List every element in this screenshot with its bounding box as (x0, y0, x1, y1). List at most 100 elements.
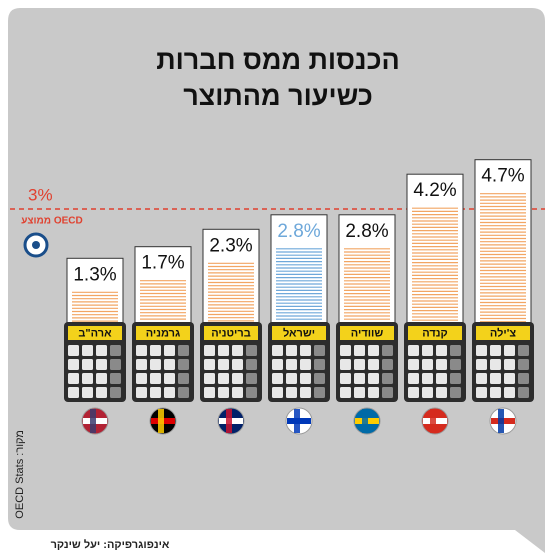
calculator-key (314, 387, 325, 398)
calculator-key (518, 373, 529, 384)
chart-title: הכנסות ממס חברות (156, 45, 400, 75)
calculator-key (436, 359, 447, 370)
calculator-key (382, 387, 393, 398)
calculator-key (422, 373, 433, 384)
calculator-key (300, 387, 311, 398)
calculator-key (110, 345, 121, 356)
calculator-key (368, 387, 379, 398)
calculator-key (232, 387, 243, 398)
calculator-key (354, 387, 365, 398)
calculator-key (232, 359, 243, 370)
calculator-key (110, 359, 121, 370)
oecd-logo-dot (32, 241, 40, 249)
calculator-key (82, 387, 93, 398)
value-label: 2.8% (277, 221, 320, 242)
calculator-display (68, 326, 122, 340)
calculator-key (450, 345, 461, 356)
calculator-key (68, 373, 79, 384)
flag-stripe (362, 409, 368, 433)
calculator-key (504, 359, 515, 370)
receipt (202, 228, 260, 327)
calculator-key (218, 345, 229, 356)
calculator-key (340, 359, 351, 370)
calculator-key (286, 373, 297, 384)
calculator-key (408, 387, 419, 398)
calculator-key (450, 373, 461, 384)
calculator-key (518, 387, 529, 398)
calculator-key (246, 359, 257, 370)
calculator-key (272, 345, 283, 356)
calculator-key (136, 373, 147, 384)
calculator-key (450, 359, 461, 370)
calculator-key (204, 345, 215, 356)
calculator-key (436, 373, 447, 384)
calculator-key (246, 387, 257, 398)
x-tick-label: צ'ילה (490, 326, 516, 339)
calculator-key (286, 345, 297, 356)
calculator-key (136, 345, 147, 356)
calculator-key (178, 387, 189, 398)
calculator-key (300, 373, 311, 384)
calculator-key (150, 373, 161, 384)
calculator-key (232, 373, 243, 384)
calculator-key (340, 387, 351, 398)
calculator-key (300, 359, 311, 370)
calculator-display (204, 326, 258, 340)
calculator-key (518, 345, 529, 356)
calculator-display (408, 326, 462, 340)
calculator-key (476, 345, 487, 356)
calculator-key (150, 345, 161, 356)
calculator-key (218, 373, 229, 384)
calculator-key (82, 359, 93, 370)
x-tick-label: גרמניה (146, 327, 181, 339)
calculator-key (178, 373, 189, 384)
calculator-key (68, 387, 79, 398)
calculator-display (340, 326, 394, 340)
calculator-display (136, 326, 190, 340)
calculator-key (232, 345, 243, 356)
calculator-key (368, 373, 379, 384)
calculator-key (204, 387, 215, 398)
x-tick-label: בריטניה (211, 327, 251, 339)
calculator-key (164, 387, 175, 398)
value-label: 2.3% (209, 235, 252, 256)
calculator-key (204, 359, 215, 370)
calculator-key (422, 359, 433, 370)
calculator-key (518, 359, 529, 370)
calculator-key (218, 359, 229, 370)
calculator-key (286, 387, 297, 398)
calculator-key (354, 359, 365, 370)
calculator-key (422, 345, 433, 356)
calculator-key (68, 345, 79, 356)
calculator-key (450, 387, 461, 398)
calculator-key (476, 359, 487, 370)
source: מקור: OECD Stats (14, 430, 26, 519)
calculator-key (504, 345, 515, 356)
calculator-key (354, 345, 365, 356)
calculator-display (272, 326, 326, 340)
value-label: 1.7% (141, 253, 184, 274)
calculator-key (136, 387, 147, 398)
calculator-key (368, 345, 379, 356)
value-label: 1.3% (73, 264, 116, 285)
calculator-key (164, 359, 175, 370)
calculator-key (164, 345, 175, 356)
flag-stripe (226, 409, 232, 433)
calculator-key (286, 359, 297, 370)
flag-stripe (430, 409, 436, 433)
flag-stripe (498, 409, 504, 433)
calculator-key (272, 359, 283, 370)
calculator-key (96, 387, 107, 398)
calculator-key (272, 387, 283, 398)
calculator-key (490, 359, 501, 370)
flag-stripe (294, 409, 300, 433)
calculator-key (110, 373, 121, 384)
calculator-key (110, 387, 121, 398)
calculator-key (204, 373, 215, 384)
calculator-key (178, 359, 189, 370)
calculator-key (246, 373, 257, 384)
calculator-key (476, 387, 487, 398)
x-tick-label: ארה"ב (78, 327, 112, 339)
reference-name: ממוצע OECD (21, 216, 82, 227)
calculator-key (82, 345, 93, 356)
